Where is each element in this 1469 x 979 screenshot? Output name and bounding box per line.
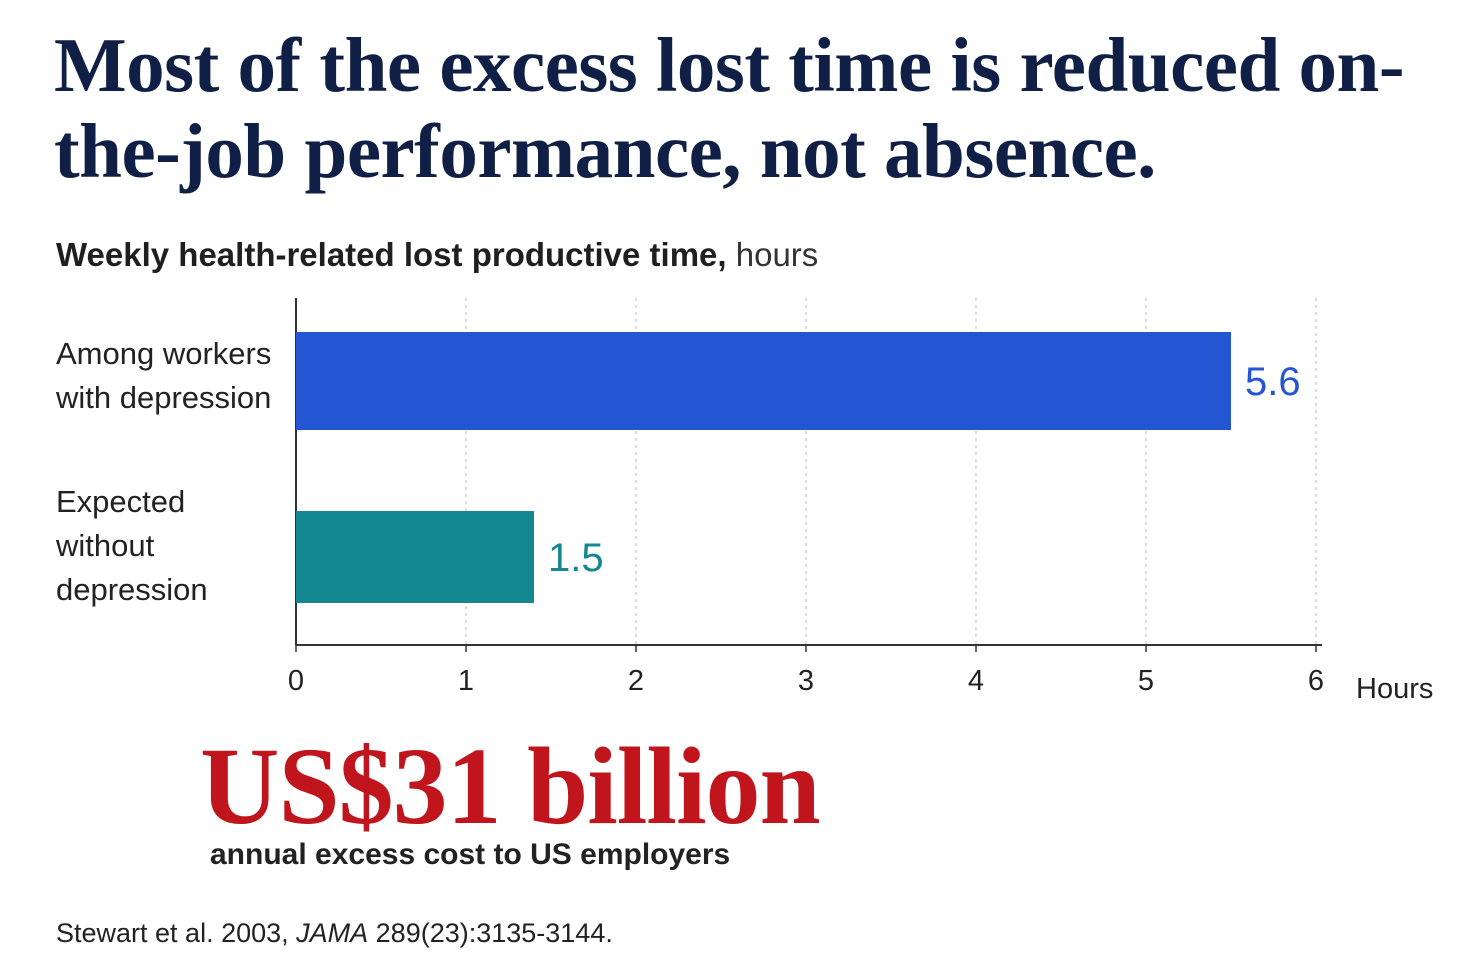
x-tick-label: 4	[968, 665, 984, 697]
x-tick-label: 3	[798, 665, 814, 697]
category-label-expected: Expected without depression	[56, 480, 286, 612]
subtitle-unit: hours	[726, 236, 819, 273]
data-label: 1.5	[548, 536, 604, 580]
source-suffix: 289(23):3135-3144.	[368, 918, 613, 948]
source-citation: Stewart et al. 2003, JAMA 289(23):3135-3…	[56, 918, 613, 949]
source-prefix: Stewart et al. 2003,	[56, 918, 297, 948]
chart-title: Most of the excess lost time is reduced …	[54, 22, 1405, 194]
x-axis-title: Hours	[1356, 673, 1433, 705]
x-tick-label: 5	[1138, 665, 1154, 697]
bar-with-depression	[296, 332, 1231, 430]
bar-without-depression	[296, 511, 534, 603]
source-journal: JAMA	[296, 918, 369, 948]
subtitle-main: Weekly health-related lost productive ti…	[56, 236, 727, 273]
x-tick-label: 0	[288, 665, 304, 697]
category-label-depression: Among workers with depression	[56, 332, 286, 420]
chart-subtitle: Weekly health-related lost productive ti…	[56, 236, 818, 274]
x-tick-label: 1	[458, 665, 474, 697]
category-label-line: depression	[56, 572, 208, 607]
category-label-line: Expected	[56, 484, 186, 519]
callout-text: annual excess cost to US employers	[210, 838, 731, 871]
category-label-line: with depression	[56, 380, 272, 415]
data-label: 5.6	[1245, 360, 1301, 404]
callout-value: US$31 billion	[200, 725, 821, 847]
x-tick-label: 2	[628, 665, 644, 697]
x-tick-label: 6	[1308, 665, 1324, 697]
category-label-line: Among workers	[56, 336, 272, 371]
category-label-line: without	[56, 528, 155, 563]
